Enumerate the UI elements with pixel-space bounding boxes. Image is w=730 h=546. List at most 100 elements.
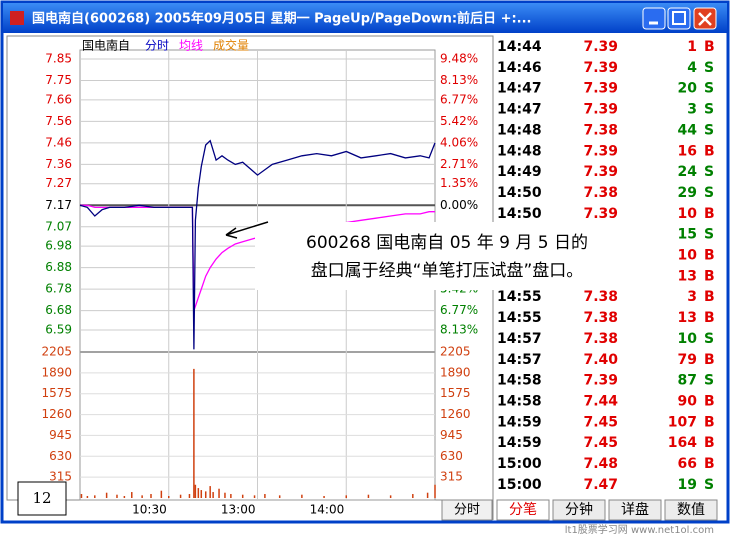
trade-price: 7.44: [583, 393, 618, 409]
tab-label[interactable]: 分钟: [565, 501, 593, 518]
trade-price: 7.39: [583, 143, 618, 159]
volume-bar: [209, 486, 211, 498]
annotation-arrow: [225, 221, 269, 239]
trade-side: S: [704, 60, 714, 76]
volume-bar: [150, 494, 152, 498]
tab-label[interactable]: 分笔: [509, 502, 537, 518]
volume-bar: [160, 490, 163, 498]
trade-volume: 44: [678, 122, 698, 138]
trade-volume: 1: [687, 39, 697, 55]
volume-bar: [230, 494, 232, 498]
y2-tick-label: 0.00%: [440, 198, 478, 212]
y-tick-label: 6.59: [45, 323, 72, 337]
tab-label[interactable]: 数值: [677, 502, 705, 518]
trade-price: 7.39: [583, 206, 618, 222]
trade-side: B: [704, 414, 715, 430]
y-tick-label: 7.75: [45, 73, 72, 87]
tab[interactable]: [608, 499, 662, 521]
y-tick-label: 630: [49, 449, 72, 463]
trade-side: S: [704, 164, 714, 180]
trade-price: 7.40: [583, 352, 618, 368]
y2-tick-label: 9.48%: [440, 52, 478, 66]
title-bar: [3, 3, 727, 33]
volume-bar: [188, 494, 191, 498]
volume-bar: [345, 495, 347, 498]
y-tick-label: 1575: [41, 386, 72, 400]
trade-price: 7.39: [583, 39, 618, 55]
volume-bar: [224, 492, 226, 498]
volume-bar: [323, 496, 325, 498]
y2-tick-label: 1.35%: [440, 176, 478, 190]
trade-price: 7.38: [583, 122, 618, 138]
trade-volume: 3: [687, 102, 697, 118]
tab[interactable]: [496, 499, 550, 521]
trade-side: B: [704, 352, 715, 368]
volume-bar: [264, 494, 266, 498]
y-tick-label: 7.07: [45, 219, 72, 233]
tab[interactable]: [664, 499, 718, 521]
trade-side: S: [704, 102, 714, 118]
minimize-button[interactable]: [642, 7, 666, 30]
trade-time: 14:58: [497, 373, 542, 389]
trade-volume: 13: [678, 268, 697, 284]
y-tick-label: 7.36: [45, 157, 72, 171]
trade-time: 14:48: [497, 143, 542, 159]
volume-bar: [412, 494, 414, 498]
y-tick-label: 6.98: [45, 239, 72, 253]
volume-bar: [179, 494, 182, 498]
trade-price: 7.39: [583, 81, 618, 97]
badge: 12: [32, 489, 51, 507]
trade-time: 14:50: [497, 185, 542, 201]
volume-bar: [80, 494, 83, 498]
window-buttons[interactable]: [642, 7, 717, 30]
y2-tick-label: 315: [440, 470, 463, 484]
tab-label[interactable]: 分时: [454, 503, 480, 518]
trade-price: 7.47: [583, 477, 618, 493]
trade-side: B: [704, 393, 715, 409]
y2-tick-label: 1260: [440, 407, 471, 421]
volume-bar: [141, 495, 143, 498]
x-tick-label: 14:00: [310, 503, 345, 517]
trade-list: 14:44 7.39 1 B14:46 7.39 4 S14:47 7.39 20 S14:47 7…: [496, 39, 718, 521]
trade-volume: 24: [678, 164, 698, 180]
chart-title: 国电南自: [82, 38, 130, 53]
trade-price: 7.38: [583, 331, 618, 347]
trade-volume: 29: [678, 185, 697, 201]
trade-price: 7.39: [583, 164, 618, 180]
trade-volume: 10: [678, 206, 698, 222]
volume-bar: [193, 368, 195, 498]
trade-time: 14:59: [497, 414, 542, 430]
y2-tick-label: 8.13%: [440, 323, 478, 337]
legend-entry: 均线: [179, 39, 203, 53]
trade-time: 14:44: [497, 39, 542, 55]
trade-volume: 4: [687, 60, 697, 76]
volume-bar: [426, 492, 429, 498]
volume-bar: [105, 492, 108, 498]
trade-side: S: [704, 477, 714, 493]
y2-tick-label: 4.06%: [440, 135, 478, 149]
annotation-line: 盘口属于经典“单笔打压试盘”盘口。: [311, 261, 584, 281]
y-tick-label: 1260: [41, 407, 72, 421]
trade-volume: 3: [687, 289, 697, 305]
volume-bar: [278, 495, 281, 498]
trade-side: B: [704, 289, 715, 305]
tab[interactable]: [552, 499, 606, 521]
trade-volume: 15: [678, 227, 697, 243]
trade-side: B: [704, 248, 715, 264]
trade-time: 14:47: [497, 102, 542, 118]
trade-time: 14:46: [497, 60, 542, 76]
trade-side: B: [704, 456, 715, 472]
trade-volume: 107: [668, 414, 697, 430]
plot: 7.85 7.75 7.66 7.56 7.46 7.36 7.27 7.17 7.07 6.98…: [41, 38, 478, 517]
trade-side: S: [704, 331, 714, 347]
legend-entry: 分时: [145, 39, 169, 53]
tab[interactable]: [441, 499, 493, 521]
y-tick-label: 7.85: [45, 52, 72, 66]
y-tick-label: 7.27: [45, 176, 72, 190]
trade-volume: 16: [678, 143, 697, 159]
y-tick-label: 7.66: [45, 92, 72, 106]
trade-price: 7.38: [583, 289, 618, 305]
annotation-line: 600268 国电南自 05 年 9 月 5 日的: [306, 233, 588, 253]
tab-label[interactable]: 详盘: [621, 501, 649, 518]
